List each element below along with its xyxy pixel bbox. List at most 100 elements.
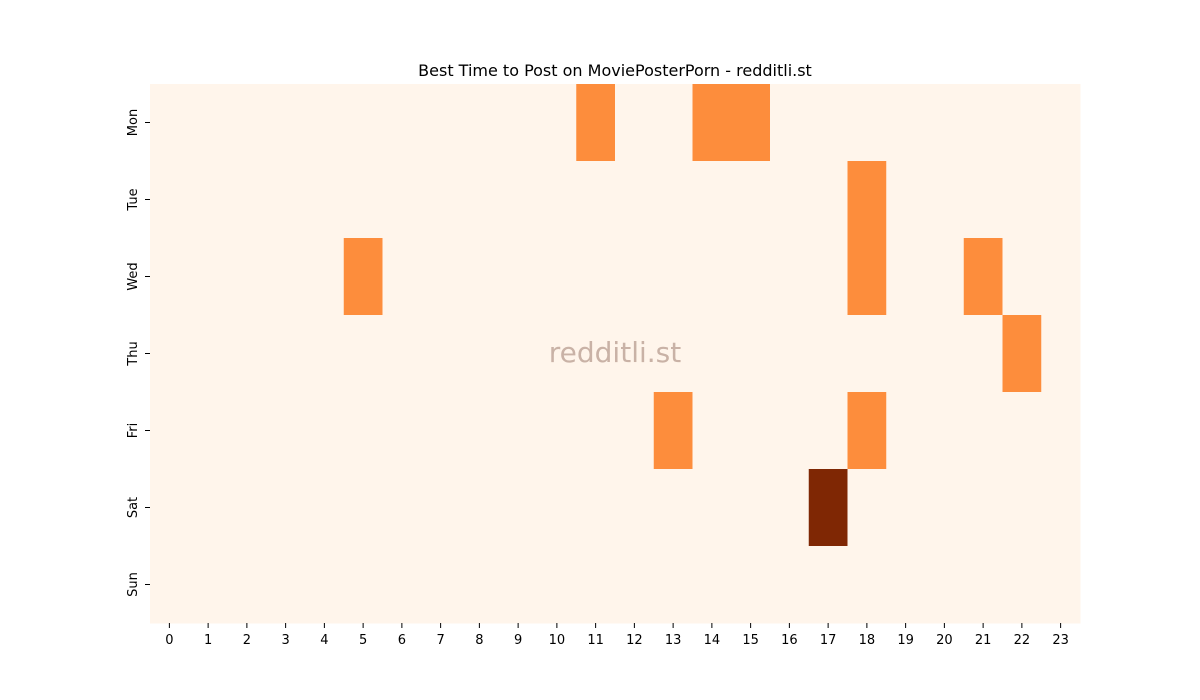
heatmap-cell-tue-19 [886, 161, 926, 239]
heatmap-cell-fri-10 [537, 392, 577, 470]
heatmap-cell-mon-4 [305, 84, 345, 162]
heatmap-cell-fri-7 [421, 392, 461, 470]
heatmap-cell-wed-11 [576, 238, 616, 316]
heatmap-cell-thu-22 [1002, 315, 1042, 393]
heatmap-cell-thu-11 [576, 315, 616, 393]
heatmap-cell-mon-2 [227, 84, 267, 162]
heatmap-cell-mon-5 [343, 84, 383, 162]
heatmap-cell-fri-6 [382, 392, 422, 470]
heatmap-cell-mon-12 [615, 84, 655, 162]
heatmap-cell-sat-18 [847, 469, 887, 547]
x-tick-label: 17 [820, 633, 837, 648]
heatmap-cell-wed-21 [963, 238, 1003, 316]
heatmap-cell-fri-13 [653, 392, 693, 470]
heatmap-cell-mon-22 [1002, 84, 1042, 162]
x-tick-label: 10 [549, 633, 566, 648]
heatmap-cell-sun-20 [925, 546, 965, 624]
heatmap-cell-sun-23 [1041, 546, 1081, 624]
heatmap-cell-wed-14 [692, 238, 732, 316]
heatmap-cell-thu-6 [382, 315, 422, 393]
y-tick-label: Fri [126, 423, 141, 439]
heatmap-cell-fri-18 [847, 392, 887, 470]
heatmap-cell-sun-5 [343, 546, 383, 624]
heatmap-cell-mon-6 [382, 84, 422, 162]
heatmap-cell-mon-9 [498, 84, 538, 162]
heatmap-cell-wed-0 [150, 238, 190, 316]
x-tick-label: 9 [514, 633, 522, 648]
heatmap-cell-tue-16 [770, 161, 810, 239]
heatmap-cell-mon-19 [886, 84, 926, 162]
heatmap-cell-wed-17 [808, 238, 848, 316]
heatmap-cell-fri-21 [963, 392, 1003, 470]
heatmap-cell-thu-17 [808, 315, 848, 393]
heatmap-cell-wed-13 [653, 238, 693, 316]
heatmap-cell-wed-5 [343, 238, 383, 316]
heatmap-cell-fri-8 [460, 392, 500, 470]
heatmap-cell-fri-14 [692, 392, 732, 470]
heatmap-cell-wed-1 [188, 238, 228, 316]
heatmap-cell-tue-3 [266, 161, 306, 239]
x-tick-label: 2 [243, 633, 251, 648]
heatmap-cell-fri-4 [305, 392, 345, 470]
heatmap-cell-thu-3 [266, 315, 306, 393]
heatmap-cell-sun-14 [692, 546, 732, 624]
heatmap-cell-mon-14 [692, 84, 732, 162]
heatmap-cell-wed-16 [770, 238, 810, 316]
heatmap-cell-tue-4 [305, 161, 345, 239]
heatmap-cell-wed-3 [266, 238, 306, 316]
x-tick-label: 11 [587, 633, 604, 648]
heatmap-cell-wed-23 [1041, 238, 1081, 316]
heatmap-cell-wed-9 [498, 238, 538, 316]
heatmap-cell-thu-16 [770, 315, 810, 393]
heatmap-cell-sat-14 [692, 469, 732, 547]
heatmap-cell-thu-14 [692, 315, 732, 393]
heatmap-cell-mon-3 [266, 84, 306, 162]
heatmap-cell-fri-23 [1041, 392, 1081, 470]
y-tick-label: Sun [126, 572, 141, 597]
heatmap-cell-sun-3 [266, 546, 306, 624]
watermark: redditli.st [549, 336, 681, 369]
heatmap-cell-fri-0 [150, 392, 190, 470]
y-tick-label: Wed [126, 262, 141, 290]
heatmap-cell-fri-2 [227, 392, 267, 470]
heatmap-cell-mon-8 [460, 84, 500, 162]
heatmap-cell-sat-13 [653, 469, 693, 547]
x-tick-label: 16 [781, 633, 798, 648]
heatmap-cell-sat-5 [343, 469, 383, 547]
heatmap-cell-sat-19 [886, 469, 926, 547]
heatmap-cell-tue-14 [692, 161, 732, 239]
heatmap-cell-sat-2 [227, 469, 267, 547]
heatmap-cell-sun-1 [188, 546, 228, 624]
heatmap-cell-sun-4 [305, 546, 345, 624]
heatmap-cell-sat-3 [266, 469, 306, 547]
x-tick-label: 19 [897, 633, 914, 648]
x-tick-label: 21 [975, 633, 992, 648]
heatmap-cell-thu-19 [886, 315, 926, 393]
heatmap-cell-mon-0 [150, 84, 190, 162]
heatmap-cell-sun-0 [150, 546, 190, 624]
heatmap-cell-wed-18 [847, 238, 887, 316]
heatmap-cell-sat-21 [963, 469, 1003, 547]
heatmap-cell-sun-19 [886, 546, 926, 624]
x-tick-label: 4 [320, 633, 328, 648]
heatmap-cell-thu-13 [653, 315, 693, 393]
heatmap-cell-mon-21 [963, 84, 1003, 162]
heatmap-cell-mon-10 [537, 84, 577, 162]
heatmap-cell-sat-7 [421, 469, 461, 547]
heatmap-cell-sun-15 [731, 546, 771, 624]
heatmap-cell-sun-6 [382, 546, 422, 624]
heatmap-cells [150, 84, 1081, 624]
x-tick-label: 23 [1052, 633, 1069, 648]
heatmap-cell-fri-5 [343, 392, 383, 470]
heatmap-cell-thu-7 [421, 315, 461, 393]
heatmap-cell-thu-0 [150, 315, 190, 393]
heatmap-cell-sun-16 [770, 546, 810, 624]
chart-title: Best Time to Post on MoviePosterPorn - r… [418, 61, 812, 80]
heatmap-cell-sat-23 [1041, 469, 1081, 547]
heatmap-cell-thu-2 [227, 315, 267, 393]
heatmap-cell-tue-6 [382, 161, 422, 239]
heatmap-cell-tue-20 [925, 161, 965, 239]
heatmap-cell-wed-2 [227, 238, 267, 316]
